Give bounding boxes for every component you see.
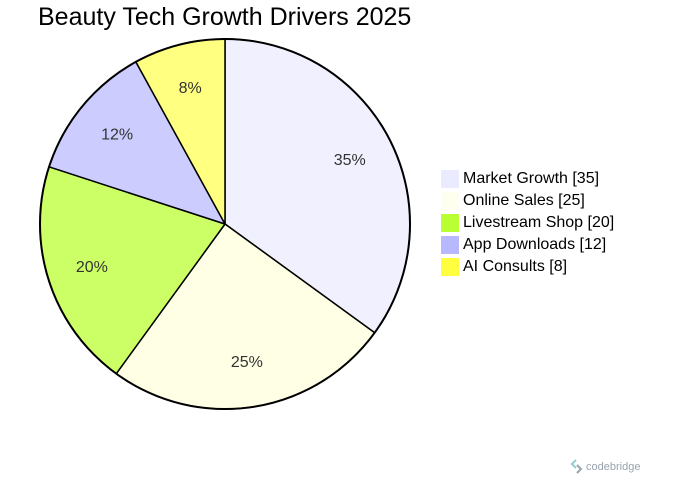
legend-swatch [441,170,459,188]
watermark-text: codebridge [586,460,641,473]
pie-slices [39,38,411,410]
codebridge-logo-icon [570,459,583,474]
legend-item: AI Consults [8] [441,256,614,278]
watermark: codebridge [570,459,640,474]
legend-item: App Downloads [12] [441,234,614,256]
legend-swatch [441,258,459,276]
pie-outline [39,38,411,410]
legend-label: Market Growth [35] [463,170,600,187]
legend-label: App Downloads [12] [463,236,607,253]
slice-percent-label: 12% [101,126,133,143]
slice-percent-label: 20% [76,259,108,276]
legend-swatch [441,192,459,210]
legend: Market Growth [35] Online Sales [25] Lives… [441,168,614,278]
slice-percent-label: 25% [231,354,263,371]
legend-item: Livestream Shop [20] [441,212,614,234]
legend-label: Livestream Shop [20] [463,214,615,231]
legend-label: Online Sales [25] [463,192,585,209]
chart-title: Beauty Tech Growth Drivers 2025 [38,3,412,31]
legend-swatch [441,236,459,254]
legend-swatch [441,214,459,232]
legend-item: Online Sales [25] [441,190,614,212]
legend-label: AI Consults [8] [463,258,568,275]
slice-percent-label: 35% [334,152,366,169]
pie-slice-labels: 35% 25% 20% 12% 8% [76,80,366,371]
slice-percent-label: 8% [179,80,202,97]
legend-item: Market Growth [35] [441,168,614,190]
